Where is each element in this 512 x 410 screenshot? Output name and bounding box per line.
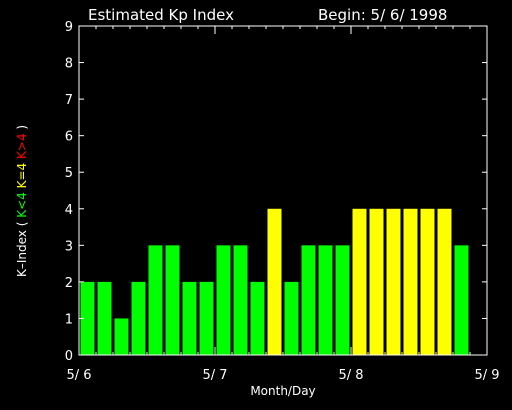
- bar: [233, 245, 248, 355]
- x-tick-label: 5/ 9: [474, 368, 499, 383]
- y-tick-label: 6: [65, 130, 73, 145]
- bar: [148, 245, 163, 355]
- legend-low: K<4: [15, 192, 29, 218]
- x-tick-label: 5/ 6: [66, 368, 91, 383]
- bar: [199, 281, 214, 355]
- bar: [250, 281, 265, 355]
- y-axis-label: K–Index ( K<4 K=4 K>4 ): [15, 125, 29, 277]
- bar: [318, 245, 333, 355]
- bar: [301, 245, 316, 355]
- bar: [454, 245, 469, 355]
- y-tick-label: 2: [65, 276, 73, 291]
- chart-title: Estimated Kp Index: [88, 6, 234, 24]
- y-tick-label: 1: [65, 312, 73, 327]
- bar: [114, 318, 129, 355]
- bar: [403, 208, 418, 355]
- bar: [284, 281, 299, 355]
- bar: [437, 208, 452, 355]
- bar: [131, 281, 146, 355]
- bar: [216, 245, 231, 355]
- svg-text:K–Index ( K<4: K–Index ( K<4 K=4 K>4 ): [15, 125, 29, 277]
- bar: [80, 281, 95, 355]
- bar: [97, 281, 112, 355]
- y-tick-label: 9: [65, 20, 73, 35]
- bar: [182, 281, 197, 355]
- y-tick-label: 8: [65, 57, 73, 72]
- bar: [420, 208, 435, 355]
- y-tick-label: 3: [65, 239, 73, 254]
- bar: [369, 208, 384, 355]
- bar: [165, 245, 180, 355]
- bar: [386, 208, 401, 355]
- axes: 0 1 2 3 4 5 6 7 8 9 5/ 6 5/ 7 5/ 8 5/ 9: [65, 20, 500, 383]
- y-tick-label: 7: [65, 93, 73, 108]
- bar: [335, 245, 350, 355]
- y-tick-label: 0: [65, 349, 73, 364]
- y-tick-label: 5: [65, 166, 73, 181]
- bar: [267, 208, 282, 355]
- x-axis-label: Month/Day: [250, 384, 315, 398]
- y-axis-label-suffix: ): [15, 125, 29, 130]
- x-tick-label: 5/ 8: [338, 368, 363, 383]
- y-axis-label-prefix: K–Index (: [15, 222, 29, 277]
- begin-date-label: Begin: 5/ 6/ 1998: [318, 6, 447, 24]
- bars: [80, 208, 469, 355]
- legend-equal: K=4: [15, 163, 29, 189]
- bar: [352, 208, 367, 355]
- x-tick-label: 5/ 7: [202, 368, 227, 383]
- y-tick-label: 4: [65, 203, 73, 218]
- legend-high: K>4: [15, 133, 29, 159]
